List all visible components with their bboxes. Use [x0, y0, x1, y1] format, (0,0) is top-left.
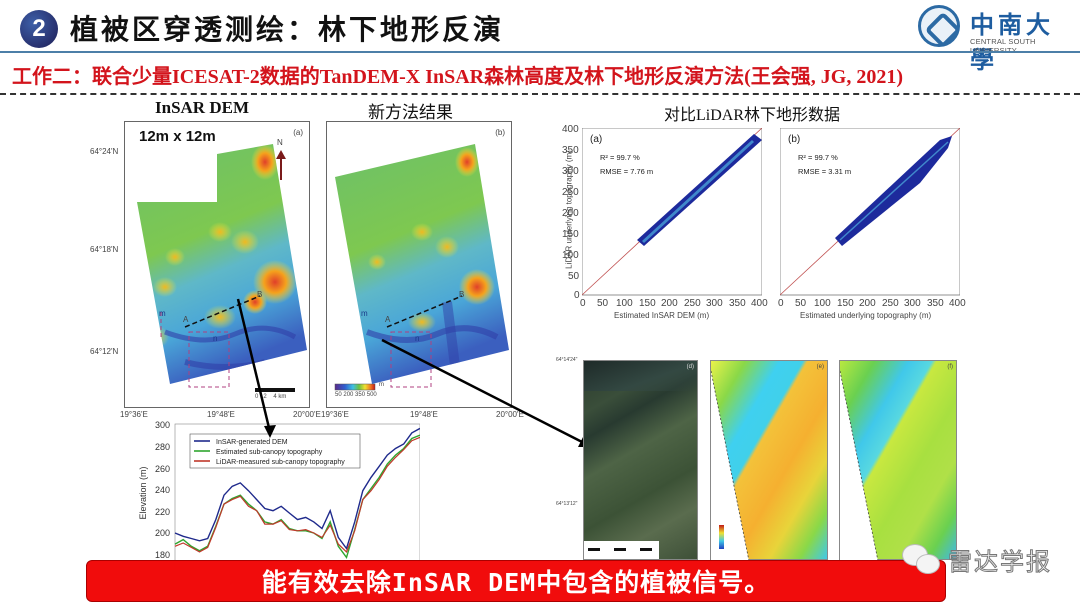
- marker-n: n: [213, 334, 218, 343]
- panel-label-insar-dem: InSAR DEM: [155, 98, 249, 117]
- scatter-b-rmse: RMSE = 3.31 m: [798, 167, 851, 176]
- marker-b: B: [257, 290, 263, 299]
- ytick: 200: [562, 208, 579, 219]
- lat-tick-2: 64°18'N: [90, 245, 119, 254]
- series-insar-dem: [174, 427, 420, 551]
- profile-ylabel: Elevation (m): [138, 466, 148, 519]
- terrain-map-e: (e): [710, 360, 828, 561]
- marker-m: m: [361, 309, 368, 318]
- elevation-profile-chart: 300 280 260 240 220 200 180 Elevation (m…: [138, 420, 420, 563]
- svg-text:InSAR-generated DEM: InSAR-generated DEM: [216, 439, 288, 446]
- map-tag-b: (b): [495, 128, 505, 137]
- svg-text:Estimated sub-canopy topograph: Estimated sub-canopy topography: [216, 449, 323, 456]
- ytick: 150: [562, 229, 579, 240]
- ytick: 240: [155, 485, 170, 495]
- aerial-photo-d: (d): [583, 360, 698, 560]
- marker-b: B: [459, 290, 465, 299]
- dem-raster-b: [334, 144, 509, 391]
- colorbar-unit: m: [379, 382, 384, 388]
- north-label: N: [277, 138, 283, 147]
- lon-tick-1: 19°36'E: [321, 410, 349, 419]
- detail-lat-1: 64°14'24": [556, 357, 578, 363]
- svg-text:LiDAR-measured sub-canopy topo: LiDAR-measured sub-canopy topography: [216, 459, 345, 466]
- terrain-map-f: (f): [839, 360, 957, 561]
- colorbar-labels: 50 200 350 500: [335, 392, 377, 398]
- map-tag-a: (a): [293, 128, 303, 137]
- university-seal-icon: [918, 5, 960, 47]
- lon-tick-1: 19°36'E: [120, 410, 148, 419]
- north-arrow-icon: N: [275, 138, 287, 182]
- lon-tick-2: 19°48'E: [207, 410, 235, 419]
- lon-tick-3: 20°00'E: [293, 410, 321, 419]
- ytick: 180: [155, 550, 170, 560]
- logo-name-cn: 中南大學: [970, 10, 1054, 74]
- lat-tick-1: 64°24'N: [90, 147, 119, 156]
- ytick: 50: [568, 271, 580, 282]
- insar-dem-map: 12m x 12m (a) N m A B n 0 2 4 km: [124, 121, 310, 408]
- slide-subtitle: 工作二：联合少量ICESAT-2数据的TanDEM-X InSAR森林高度及林下…: [12, 66, 903, 88]
- panel-label-lidar-compare: 对比LiDAR林下地形数据: [664, 107, 841, 124]
- scatter-a-tag: (a): [590, 134, 602, 145]
- series-lidar: [174, 436, 420, 553]
- ytick: 220: [155, 507, 170, 517]
- ytick: 350: [562, 145, 579, 156]
- detail-lat-2: 64°13'12": [556, 501, 578, 507]
- lat-tick-3: 64°12'N: [90, 347, 119, 356]
- marker-m: m: [159, 309, 166, 318]
- logo-name-en: CENTRAL SOUTH UNIVERSITY: [970, 37, 1036, 55]
- watermark-text: 雷达学报: [948, 548, 1052, 577]
- lon-tick-2: 19°48'E: [410, 410, 438, 419]
- scatter-plot-b: (b) R² = 99.7 % RMSE = 3.31 m: [780, 128, 960, 296]
- page-title: 植被区穿透测绘：林下地形反演: [70, 13, 505, 46]
- ytick: 280: [155, 442, 170, 452]
- ytick: 0: [574, 290, 580, 301]
- panel-label-new-method: 新方法结果: [368, 103, 453, 122]
- ytick: 100: [562, 250, 579, 261]
- marker-n: n: [415, 334, 420, 343]
- marker-a: A: [183, 315, 189, 324]
- scatter-a-xlabel: Estimated InSAR DEM (m): [614, 311, 710, 320]
- profile-legend: InSAR-generated DEM Estimated sub-canopy…: [189, 433, 361, 469]
- scale-bar-label: 0 2 4 km: [255, 394, 287, 400]
- ytick: 200: [155, 528, 170, 538]
- scatter-b-xlabel: Estimated underlying topography (m): [800, 311, 932, 320]
- ytick: 260: [155, 464, 170, 474]
- marker-a: A: [385, 315, 391, 324]
- section-number-badge: 2: [20, 10, 58, 48]
- header-divider: [0, 51, 1080, 53]
- wechat-watermark: 雷达学报: [900, 540, 1070, 580]
- scatter-plot-a: (a) R² = 99.7 % RMSE = 7.76 m: [582, 128, 762, 296]
- ytick: 300: [155, 420, 170, 430]
- scatter-b-r2: R² = 99.7 %: [798, 153, 838, 162]
- scatter-b-tag: (b): [788, 134, 800, 145]
- ytick: 250: [562, 187, 579, 198]
- university-logo: 中南大學 CENTRAL SOUTH UNIVERSITY: [918, 5, 1078, 74]
- scatter-a-rmse: RMSE = 7.76 m: [600, 167, 653, 176]
- lon-tick-3: 20°00'E: [496, 410, 524, 419]
- ytick: 300: [562, 166, 579, 177]
- scatter-a-r2: R² = 99.7 %: [600, 153, 640, 162]
- dashed-divider: [0, 93, 1080, 95]
- conclusion-banner: 能有效去除InSAR DEM中包含的植被信号。: [86, 560, 946, 602]
- resolution-label: 12m x 12m: [125, 122, 217, 154]
- ytick: 400: [562, 124, 579, 135]
